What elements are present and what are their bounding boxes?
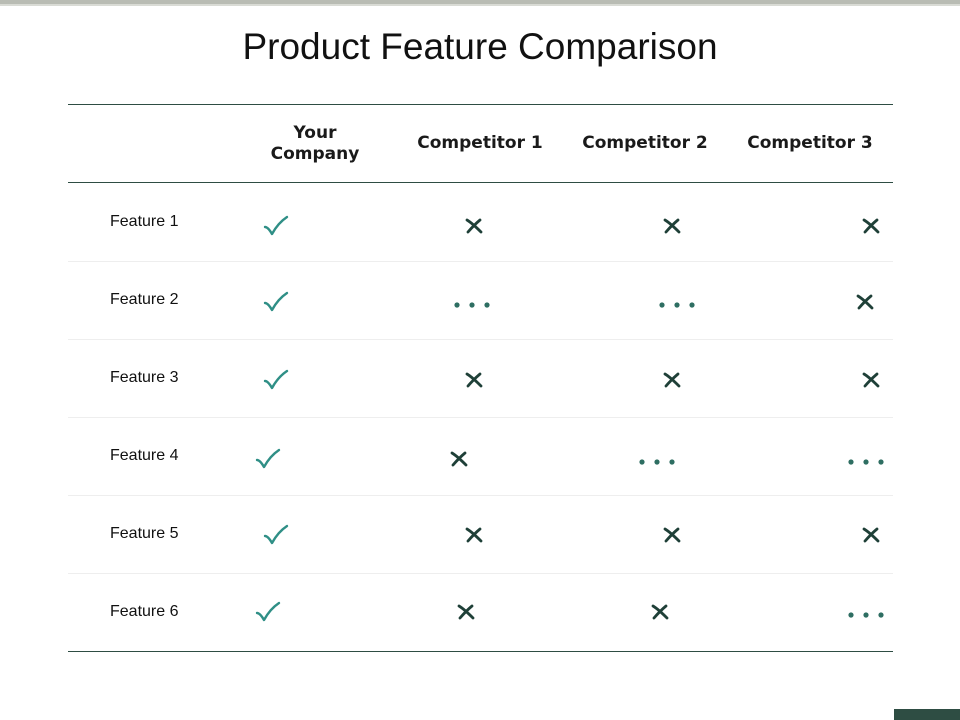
column-header-competitor-1: Competitor 1 (417, 133, 543, 153)
feature-label: Feature 1 (110, 213, 179, 230)
feature-label: Feature 6 (110, 603, 179, 620)
cross-icon (449, 450, 469, 473)
column-header-your-company: Your Company (270, 123, 360, 164)
check-icon (263, 215, 289, 242)
feature-label: Feature 5 (110, 525, 179, 542)
cross-icon (662, 217, 682, 240)
column-header-competitor-3: Competitor 3 (747, 133, 873, 153)
feature-label: Feature 3 (110, 369, 179, 386)
check-icon (263, 524, 289, 551)
check-icon (255, 601, 281, 628)
page-title: Product Feature Comparison (242, 26, 718, 67)
cross-icon (861, 217, 881, 240)
cross-icon (464, 371, 484, 394)
row-separator (68, 495, 893, 496)
corner-accent (894, 709, 960, 720)
partial-dots-icon (450, 297, 494, 315)
check-icon (255, 448, 281, 475)
top-band (0, 0, 960, 4)
partial-dots-icon (655, 297, 699, 315)
cross-icon (456, 603, 476, 626)
top-band-shadow (0, 4, 960, 6)
cross-icon (855, 293, 875, 316)
table-top-rule (68, 104, 893, 105)
cross-icon (662, 526, 682, 549)
row-separator (68, 573, 893, 574)
feature-label: Feature 4 (110, 447, 179, 464)
cross-icon (861, 371, 881, 394)
row-separator (68, 417, 893, 418)
cross-icon (662, 371, 682, 394)
partial-dots-icon (635, 454, 679, 472)
cross-icon (650, 603, 670, 626)
check-icon (263, 369, 289, 396)
feature-label: Feature 2 (110, 291, 179, 308)
partial-dots-icon (844, 607, 888, 625)
column-header-competitor-2: Competitor 2 (582, 133, 708, 153)
partial-dots-icon (844, 454, 888, 472)
header-bottom-rule (68, 182, 893, 183)
cross-icon (861, 526, 881, 549)
row-separator (68, 261, 893, 262)
row-separator (68, 339, 893, 340)
cross-icon (464, 526, 484, 549)
table-bottom-rule (68, 651, 893, 652)
cross-icon (464, 217, 484, 240)
check-icon (263, 291, 289, 318)
